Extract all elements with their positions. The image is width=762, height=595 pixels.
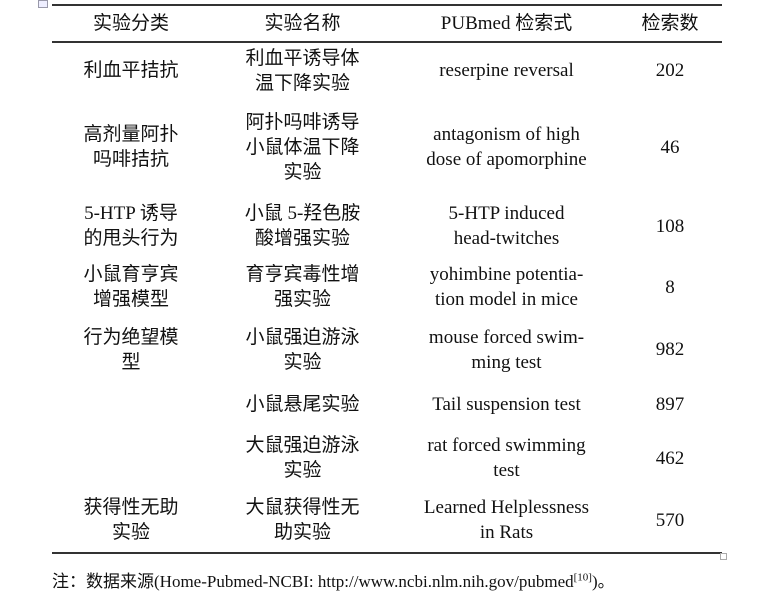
query-line: head-twitches [453,228,560,249]
cell-query: rat forced swimming test [395,428,618,488]
cell-category: 5-HTP 诱导 的甩头行为 [52,196,210,256]
category-line: 型 [121,351,141,373]
cell-category: 获得性无助 实验 [52,488,210,553]
cell-name: 小鼠强迫游泳 实验 [210,318,395,381]
cell-name: 大鼠强迫游泳 实验 [210,428,395,488]
cell-query: Learned Helplessness in Rats [395,488,618,553]
cell-category: 小鼠育亨宾 增强模型 [52,256,210,318]
table-row: 大鼠强迫游泳 实验 rat forced swimming test 462 [52,428,722,488]
name-line: 实验 [283,351,322,373]
query-line: Learned Helplessness [423,497,590,518]
category-line: 行为绝望模 [83,326,179,348]
name-line: 大鼠强迫游泳 [245,435,360,456]
table-row: 行为绝望模型小鼠强迫游泳 实验 mouse forced swim-ming tes… [52,318,722,381]
query-line: yohimbine potentia- [429,264,584,285]
name-line: 小鼠悬尾实验 [245,394,360,415]
table-row: 利血平拮抗 利血平诱导体 温下降实验 reserpine reversal 202 [52,42,722,98]
query-line: rat forced swimming [427,435,586,456]
name-line: 利血平诱导体 [245,47,360,69]
note-reference: [10] [573,571,592,584]
table-row: 高剂量阿扑 吗啡拮抗 阿扑吗啡诱导 小鼠体温下降 实验 antagonism of hig… [52,98,722,196]
name-line: 阿扑吗啡诱导 [245,111,360,133]
cell-count: 46 [660,136,680,158]
category-line: 增强模型 [92,289,169,310]
category-line: 5-HTP 诱导 [84,203,178,224]
name-line: 实验 [283,460,322,481]
cell-query: yohimbine potentia-tion model in mice [395,256,618,318]
category-line: 的甩头行为 [83,228,179,249]
cell-count: 202 [655,60,685,81]
cell-query: Tail suspension test [395,381,618,428]
cell-query: mouse forced swim-ming test [395,318,618,381]
query-line: ming test [471,351,542,373]
query-line: 5-HTP induced [448,203,565,224]
name-line: 助实验 [273,522,331,543]
table-row: 小鼠悬尾实验 Tail suspension test 897 [52,381,722,428]
query-line: reserpine reversal [439,60,574,81]
cell-count: 570 [655,509,685,531]
name-line: 强实验 [273,289,331,310]
table-resize-handle[interactable] [720,553,727,560]
cell-count: 108 [655,215,685,237]
experiment-table: 实验分类 实验名称 PUBmed 检索式 检索数 利血平拮抗 利血平诱导体 温下降实… [52,4,722,554]
category-line: 小鼠育亨宾 [83,264,179,285]
cell-count: 897 [655,394,685,415]
cell-category [52,428,210,488]
table-row: 小鼠育亨宾 增强模型 育亨宾毒性增 强实验 yohimbine potentia-tio… [52,256,722,318]
category-line: 吗啡拮抗 [92,149,169,170]
name-line: 大鼠获得性无 [245,497,360,518]
cell-query: 5-HTP induced head-twitches [395,196,618,256]
query-line: tion model in mice [434,289,578,310]
table-anchor-icon[interactable] [38,0,48,8]
cell-name: 阿扑吗啡诱导 小鼠体温下降 实验 [210,98,395,196]
note-text: 注：数据来源(Home-Pubmed-NCBI: http://www.ncbi… [52,572,574,591]
query-line: in Rats [479,522,534,543]
name-line: 小鼠强迫游泳 [245,326,360,348]
header-name: 实验名称 [264,13,341,34]
query-line: test [493,460,520,481]
cell-count: 8 [665,276,675,298]
query-line: mouse forced swim- [428,326,585,348]
cell-category [52,381,210,428]
category-line: 实验 [111,522,150,543]
note-end: )。 [591,572,615,591]
query-line: antagonism of high [433,124,580,145]
header-count: 检索数 [641,13,699,34]
cell-count: 982 [655,339,685,360]
cell-query: antagonism of high dose of apomorphine [395,98,618,196]
name-line: 酸增强实验 [254,228,350,249]
cell-name: 小鼠悬尾实验 [210,381,395,428]
cell-name: 利血平诱导体 温下降实验 [210,42,395,98]
category-line: 利血平拮抗 [83,60,179,81]
cell-count: 462 [655,447,685,469]
header-query: PUBmed 检索式 [440,13,573,34]
query-line: dose of apomorphine [426,149,587,170]
name-line: 育亨宾毒性增 [245,264,360,285]
header-category: 实验分类 [92,13,169,34]
table-note: 注：数据来源(Home-Pubmed-NCBI: http://www.ncbi… [52,567,615,592]
name-line: 小鼠体温下降 [245,136,360,158]
query-line: Tail suspension test [432,394,581,415]
cell-category: 利血平拮抗 [52,42,210,98]
name-line: 温下降实验 [254,72,350,94]
cell-name: 大鼠获得性无 助实验 [210,488,395,553]
name-line: 实验 [283,161,322,183]
cell-category: 行为绝望模型 [52,318,210,381]
cell-category: 高剂量阿扑 吗啡拮抗 [52,98,210,196]
table-row: 5-HTP 诱导 的甩头行为 小鼠 5-羟色胺 酸增强实验 5-HTP induced h… [52,196,722,256]
table-row: 获得性无助 实验 大鼠获得性无 助实验 Learned Helplessness in R… [52,488,722,553]
cell-name: 小鼠 5-羟色胺 酸增强实验 [210,196,395,256]
name-line: 小鼠 5-羟色胺 [244,203,361,224]
cell-name: 育亨宾毒性增 强实验 [210,256,395,318]
category-line: 获得性无助 [83,497,179,518]
cell-query: reserpine reversal [395,42,618,98]
table-header-row: 实验分类 实验名称 PUBmed 检索式 检索数 [52,5,722,42]
category-line: 高剂量阿扑 [83,124,179,145]
